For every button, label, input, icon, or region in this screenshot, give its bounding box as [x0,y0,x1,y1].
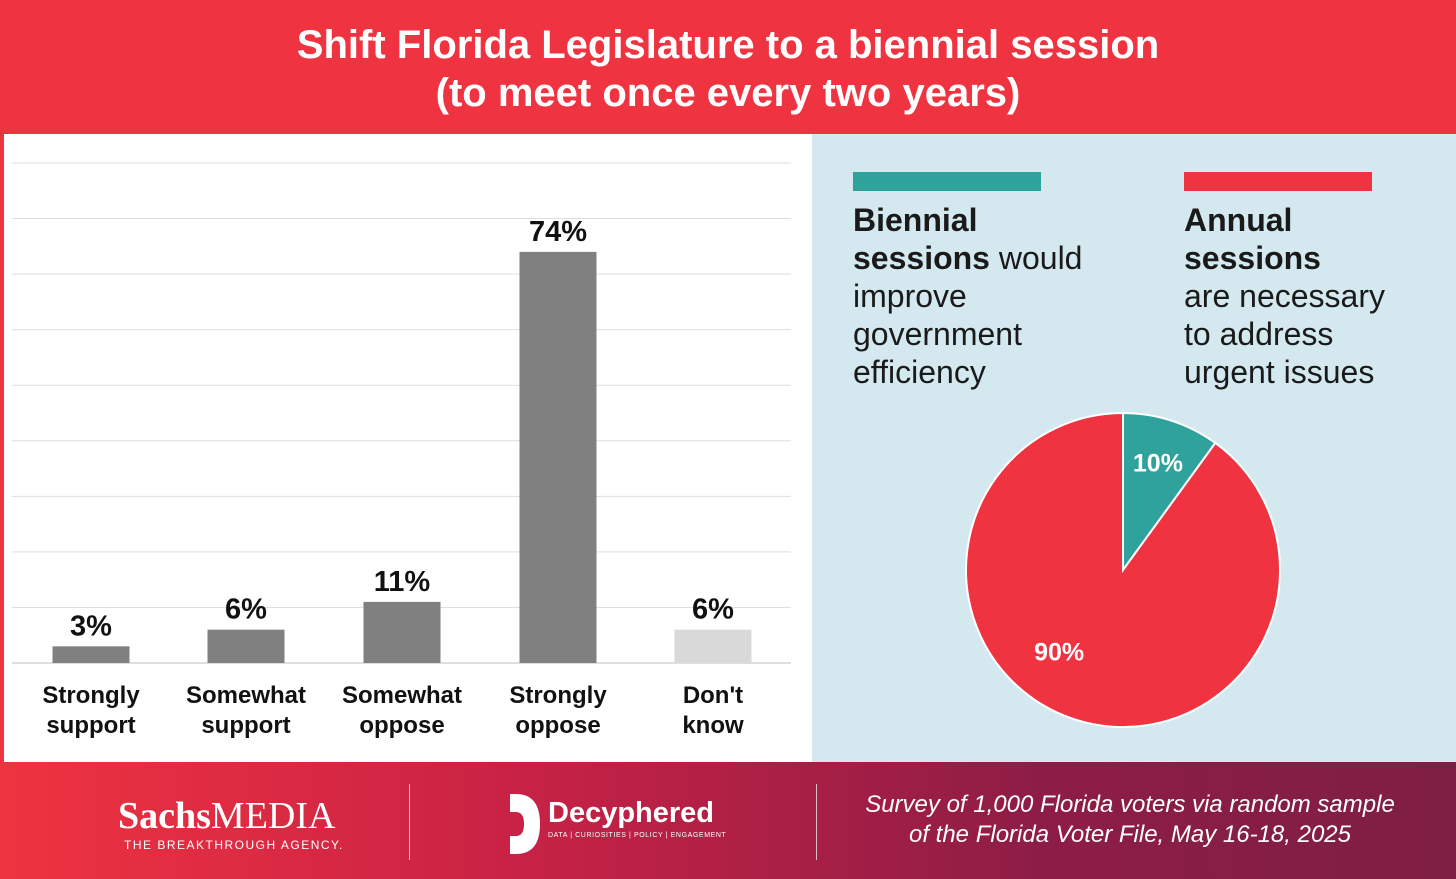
pie-value-label: 10% [1133,449,1183,477]
decyphered-tagline: DATA | CURIOSITIES | POLICY | ENGAGEMENT [548,832,727,839]
legend-annual-line1: Annual [1184,202,1293,238]
decyphered-logo: Decyphered DATA | CURIOSITIES | POLICY |… [548,797,726,839]
legend-annual-line5: urgent issues [1184,354,1375,390]
pie-chart: 10% 90% [965,411,1281,728]
legend-annual: Annual sessions are necessary to address… [1184,172,1444,391]
chart-title-line2: (to meet once every two years) [435,71,1021,115]
footer-divider-1 [409,784,410,860]
legend-biennial-swatch [853,172,1041,191]
x-tick-label: Somewhat [342,682,462,709]
x-tick-label: Strongly [509,682,607,709]
left-edge-strip [0,134,4,762]
legend-annual-line3: are necessary [1184,278,1385,314]
sachs-media-name-rest: MEDIA [210,795,336,837]
legend-biennial-line2-rest: would [989,240,1083,276]
legend-annual-line2: sessions [1184,240,1321,276]
legend-biennial-line3: improve [853,278,967,314]
x-tick-label: Don't [683,682,743,709]
legend-biennial: Biennial sessions would improve governme… [853,172,1153,391]
legend-annual-line4: to address [1184,316,1334,352]
x-tick-label: oppose [359,712,444,739]
footer-divider-2 [816,784,817,860]
x-tick-label: know [682,712,744,739]
pie-slice-biennial [1122,411,1217,574]
x-tick-label: support [201,712,290,739]
sachs-media-name-bold: Sachs [118,795,211,837]
legend-biennial-line5: efficiency [853,354,986,390]
bar-strongly-oppose [519,251,597,663]
bar-somewhat-oppose [363,601,441,663]
sachs-media-logo: SachsMEDIA THE BREAKTHROUGH AGENCY. [118,796,344,852]
decyphered-logo-icon [506,794,540,854]
bar-don-t-know [674,629,752,663]
bar-value-label: 6% [225,594,267,626]
bar-value-label: 6% [692,594,734,626]
chart-title-line1: Shift Florida Legislature to a biennial … [296,23,1160,67]
footer: SachsMEDIA THE BREAKTHROUGH AGENCY. Surv… [0,762,1456,879]
bar-chart: 3% Strongly support 6% Somewhat support 11% Som… [12,162,791,739]
legend-annual-swatch [1184,172,1372,191]
bar-value-label: 11% [374,566,431,598]
x-tick-label: oppose [515,712,600,739]
sachs-media-tagline: THE BREAKTHROUGH AGENCY. [124,838,344,852]
bar-somewhat-support [207,629,285,663]
survey-note-line1: Survey of 1,000 Florida voters via rando… [865,791,1395,818]
legend-biennial-line1: Biennial [853,202,978,238]
x-tick-label: support [46,712,135,739]
pie-slice-annual [965,411,1281,728]
decyphered-name: Decyphered [548,797,715,829]
x-tick-label: Somewhat [186,682,306,709]
bar-chart-panel: 3% Strongly support 6% Somewhat support 11% Som… [4,134,812,762]
bar-value-label: 3% [70,610,112,642]
legend-biennial-line4: government [853,316,1022,352]
survey-note: Survey of 1,000 Florida voters via rando… [820,790,1440,850]
pie-value-label: 90% [1034,639,1084,667]
legend-biennial-line2-bold: sessions [853,240,990,276]
pie-chart-panel: Biennial sessions would improve governme… [812,134,1456,762]
x-tick-label: Strongly [42,682,140,709]
bar-value-label: 74% [529,216,587,248]
survey-note-line2: of the Florida Voter File, May 16-18, 20… [908,821,1351,848]
chart-header: Shift Florida Legislature to a biennial … [0,0,1456,134]
bar-strongly-support [52,646,130,663]
